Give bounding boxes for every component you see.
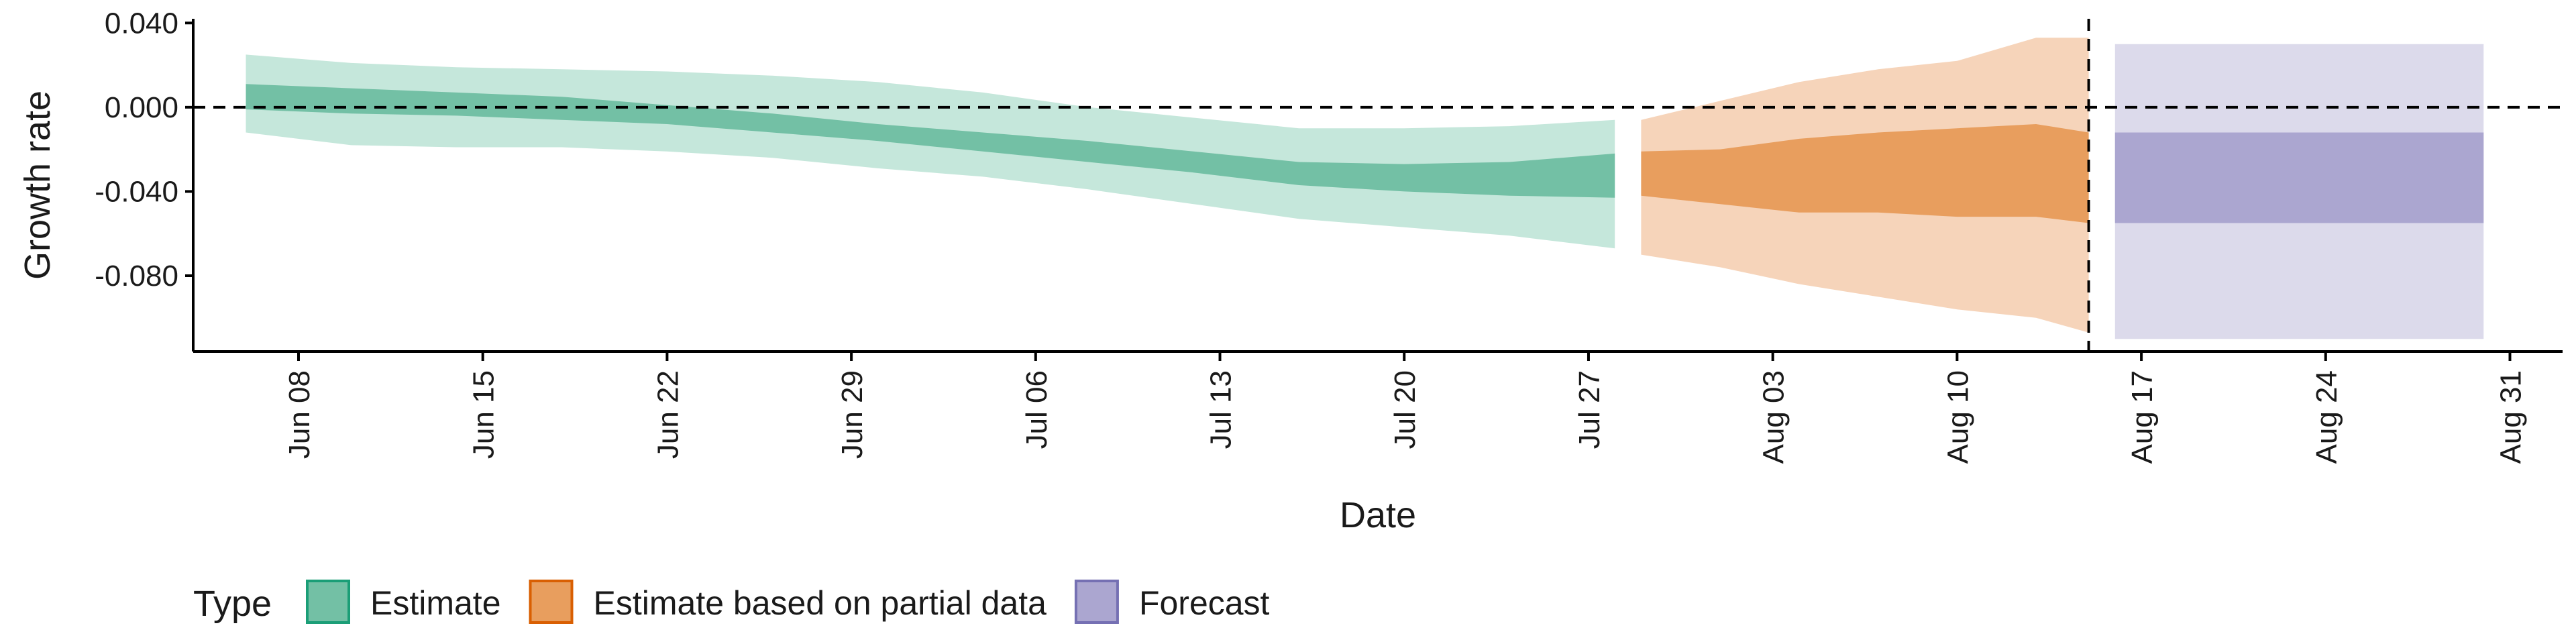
legend-label-estimate-based-on-partial-data: Estimate based on partial data [594, 584, 1047, 622]
legend-items: Estimate Estimate based on partial data Fo… [306, 580, 1270, 624]
y-tick-label: 0.040 [105, 7, 178, 40]
x-tick-label: Aug 10 [1941, 370, 1974, 464]
x-tick-label: Aug 03 [1758, 370, 1790, 464]
axes-layer: 0.040 0.000 -0.040 -0.080 Jun 08 Jun 15 Jun 2… [95, 7, 2563, 464]
y-axis-title: Growth rate [17, 91, 58, 280]
x-tick-label: Jul 13 [1205, 370, 1238, 449]
x-tick-label: Jun 15 [468, 370, 500, 459]
x-tick-label: Jul 06 [1020, 370, 1053, 449]
band-inner-forecast [2114, 132, 2484, 223]
x-ticks: Jun 08 Jun 15 Jun 22 Jun 29 Jul 06 Jul 13 Jul … [283, 352, 2528, 464]
legend-label-estimate: Estimate [370, 584, 501, 622]
x-tick-label: Jun 08 [283, 370, 316, 459]
x-tick-label: Aug 24 [2310, 370, 2343, 464]
x-axis-title: Date [1340, 495, 1416, 535]
y-ticks: 0.040 0.000 -0.040 -0.080 [95, 7, 193, 292]
legend-swatch-forecast [1074, 580, 1119, 624]
reference-lines-layer [193, 19, 2563, 352]
x-tick-label: Aug 17 [2126, 370, 2159, 464]
bands-layer [246, 38, 2484, 339]
y-tick-label: -0.080 [95, 260, 178, 292]
legend-swatch-estimate-based-on-partial-data [529, 580, 574, 624]
x-tick-label: Jul 20 [1389, 370, 1421, 449]
y-tick-label: 0.000 [105, 91, 178, 124]
y-tick-label: -0.040 [95, 175, 178, 208]
band-inner-estimate [246, 84, 1615, 198]
legend-swatch-estimate [306, 580, 350, 624]
x-tick-label: Aug 31 [2495, 370, 2528, 464]
x-tick-label: Jun 29 [836, 370, 869, 459]
legend-title: Type [193, 584, 272, 624]
legend-label-forecast: Forecast [1139, 584, 1270, 622]
band-inner-estimate-based-on-partial-data [1641, 124, 2089, 223]
band-outer-estimate [246, 54, 1615, 249]
x-tick-label: Jun 22 [651, 370, 684, 459]
legend: Type Estimate Estimate based on partial d… [193, 580, 1270, 624]
x-tick-label: Jul 27 [1573, 370, 1606, 449]
